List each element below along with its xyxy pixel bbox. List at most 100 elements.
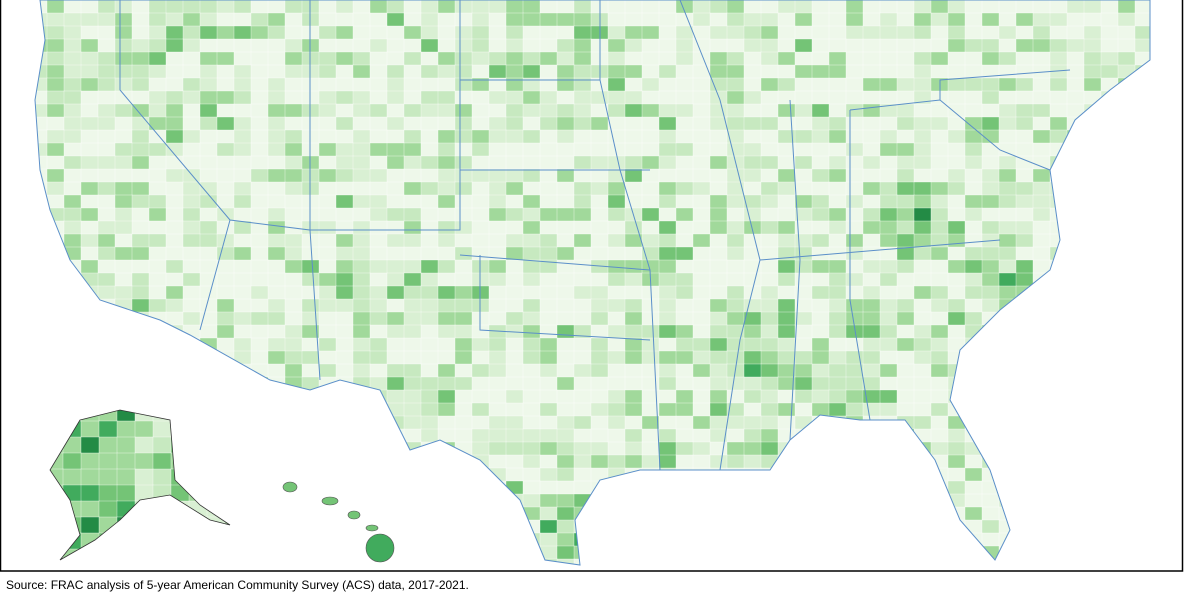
county xyxy=(131,181,150,196)
county xyxy=(539,363,558,378)
county xyxy=(913,350,932,365)
county xyxy=(403,51,422,66)
county xyxy=(947,220,966,235)
county xyxy=(114,207,133,222)
county xyxy=(134,468,154,486)
county xyxy=(63,0,82,14)
county xyxy=(386,311,405,326)
county xyxy=(131,12,150,27)
county xyxy=(318,233,337,248)
county xyxy=(573,480,592,495)
county xyxy=(403,415,422,430)
county xyxy=(403,324,422,339)
county xyxy=(641,155,660,170)
county xyxy=(386,142,405,157)
county xyxy=(471,402,490,417)
county xyxy=(250,142,269,157)
county xyxy=(930,363,949,378)
county xyxy=(420,428,439,443)
county xyxy=(675,441,694,456)
county xyxy=(1015,259,1034,274)
county xyxy=(879,285,898,300)
county xyxy=(267,337,286,352)
county xyxy=(692,194,711,209)
county xyxy=(607,233,626,248)
county xyxy=(80,77,99,92)
county xyxy=(1015,129,1034,144)
county xyxy=(165,311,184,326)
county xyxy=(1100,0,1119,14)
county xyxy=(335,142,354,157)
county xyxy=(692,220,711,235)
county xyxy=(250,103,269,118)
county xyxy=(199,77,218,92)
county xyxy=(760,337,779,352)
county xyxy=(811,259,830,274)
county xyxy=(80,233,99,248)
county xyxy=(828,129,847,144)
county xyxy=(250,298,269,313)
county xyxy=(709,155,728,170)
county xyxy=(522,207,541,222)
county xyxy=(930,168,949,183)
county xyxy=(471,233,490,248)
county xyxy=(879,0,898,14)
county xyxy=(896,129,915,144)
county xyxy=(522,493,541,508)
county xyxy=(811,0,830,14)
county xyxy=(556,103,575,118)
county xyxy=(641,428,660,443)
county xyxy=(420,220,439,235)
county xyxy=(522,90,541,105)
county xyxy=(267,64,286,79)
county xyxy=(709,194,728,209)
county xyxy=(692,298,711,313)
county xyxy=(998,0,1017,14)
county xyxy=(369,311,388,326)
county xyxy=(199,207,218,222)
county xyxy=(131,90,150,105)
county xyxy=(981,155,1000,170)
county xyxy=(267,311,286,326)
county xyxy=(573,350,592,365)
county xyxy=(947,38,966,53)
county xyxy=(98,420,118,438)
county xyxy=(182,207,201,222)
county xyxy=(522,467,541,482)
county xyxy=(301,90,320,105)
county xyxy=(862,376,881,391)
county xyxy=(794,0,813,14)
county xyxy=(488,428,507,443)
county xyxy=(165,12,184,27)
county xyxy=(63,12,82,27)
county xyxy=(97,246,116,261)
county xyxy=(692,129,711,144)
county xyxy=(250,233,269,248)
county xyxy=(148,142,167,157)
county xyxy=(420,90,439,105)
county xyxy=(573,129,592,144)
county xyxy=(352,246,371,261)
county xyxy=(369,324,388,339)
county xyxy=(658,155,677,170)
county xyxy=(811,402,830,417)
county xyxy=(964,480,983,495)
county xyxy=(964,298,983,313)
county xyxy=(46,103,65,118)
county xyxy=(539,103,558,118)
county xyxy=(641,324,660,339)
county xyxy=(437,168,456,183)
county xyxy=(182,12,201,27)
county xyxy=(607,194,626,209)
county xyxy=(454,246,473,261)
county xyxy=(250,64,269,79)
county xyxy=(811,350,830,365)
county xyxy=(369,285,388,300)
county xyxy=(267,90,286,105)
county xyxy=(981,51,1000,66)
county xyxy=(301,246,320,261)
county xyxy=(624,25,643,40)
county xyxy=(998,259,1017,274)
county xyxy=(131,233,150,248)
county xyxy=(556,12,575,27)
